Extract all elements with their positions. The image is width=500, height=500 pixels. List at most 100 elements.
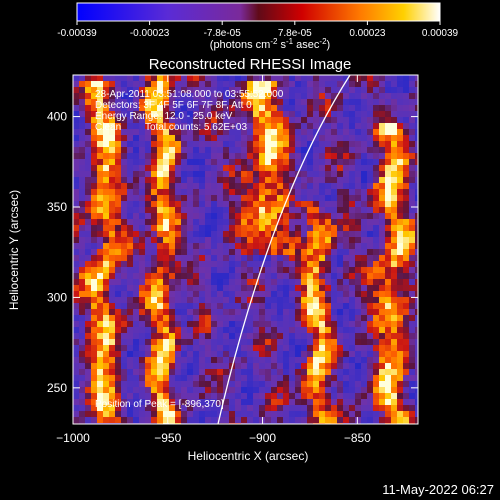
heatmap-cell xyxy=(169,387,176,394)
heatmap-cell xyxy=(415,213,418,220)
heatmap-cell xyxy=(157,219,164,226)
heatmap-cell xyxy=(187,381,194,388)
heatmap-cell xyxy=(121,189,128,196)
heatmap-cell xyxy=(325,123,332,130)
heatmap-cell xyxy=(355,417,362,424)
heatmap-cell xyxy=(139,291,146,298)
heatmap-cell xyxy=(97,159,104,166)
heatmap-cell xyxy=(163,249,170,256)
heatmap-cell xyxy=(397,315,404,322)
heatmap-cell xyxy=(145,213,152,220)
heatmap-cell xyxy=(127,405,134,412)
heatmap-cell xyxy=(367,99,374,106)
heatmap-cell xyxy=(295,417,302,424)
heatmap-cell xyxy=(133,219,140,226)
heatmap-cell xyxy=(313,213,320,220)
heatmap-cell xyxy=(325,411,332,418)
heatmap-cell xyxy=(211,297,218,304)
heatmap-cell xyxy=(271,237,278,244)
heatmap-cell xyxy=(301,351,308,358)
heatmap-cell xyxy=(373,351,380,358)
heatmap-cell xyxy=(205,237,212,244)
heatmap-cell xyxy=(409,381,416,388)
heatmap-cell xyxy=(259,405,266,412)
heatmap-cell xyxy=(217,255,224,262)
heatmap-cell xyxy=(325,171,332,178)
heatmap-cell xyxy=(235,81,242,88)
heatmap-cell xyxy=(145,99,152,106)
heatmap-cell xyxy=(73,231,80,238)
heatmap-cell xyxy=(301,213,308,220)
annotation-counts: Total counts: 5.62E+03 xyxy=(145,122,247,133)
heatmap-cell xyxy=(373,381,380,388)
heatmap-cell xyxy=(247,393,254,400)
heatmap-cell xyxy=(133,267,140,274)
heatmap-cell xyxy=(199,309,206,316)
heatmap-cell xyxy=(397,135,404,142)
heatmap-cell xyxy=(283,177,290,184)
heatmap-cell xyxy=(91,285,98,292)
heatmap-cell xyxy=(379,111,386,118)
heatmap-cell xyxy=(271,279,278,286)
heatmap-cell xyxy=(271,177,278,184)
heatmap-cell xyxy=(415,357,418,364)
heatmap-cell xyxy=(355,267,362,274)
heatmap-cell xyxy=(337,237,344,244)
heatmap-cell xyxy=(187,393,194,400)
heatmap-cell xyxy=(211,177,218,184)
heatmap-cell xyxy=(289,375,296,382)
heatmap-cell xyxy=(397,189,404,196)
heatmap-cell xyxy=(349,297,356,304)
heatmap-cell xyxy=(277,87,284,94)
heatmap-cell xyxy=(109,261,116,268)
heatmap-cell xyxy=(301,357,308,364)
heatmap-cell xyxy=(295,285,302,292)
heatmap-cell xyxy=(361,363,368,370)
heatmap-cell xyxy=(157,315,164,322)
heatmap-cell xyxy=(241,117,248,124)
heatmap-cell xyxy=(127,153,134,160)
heatmap-cell xyxy=(73,255,80,262)
heatmap-cell xyxy=(409,327,416,334)
heatmap-cell xyxy=(97,243,104,250)
heatmap-cell xyxy=(205,147,212,154)
heatmap-cell xyxy=(211,411,218,418)
heatmap-cell xyxy=(295,393,302,400)
heatmap-cell xyxy=(85,231,92,238)
heatmap-cell xyxy=(415,405,418,412)
heatmap-cell xyxy=(277,93,284,100)
heatmap-cell xyxy=(133,195,140,202)
heatmap-cell xyxy=(229,267,236,274)
heatmap-cell xyxy=(73,87,80,94)
heatmap-cell xyxy=(277,111,284,118)
heatmap-cell xyxy=(295,333,302,340)
heatmap-cell xyxy=(331,213,338,220)
heatmap-cell xyxy=(133,111,140,118)
heatmap-cell xyxy=(331,411,338,418)
heatmap-cell xyxy=(283,123,290,130)
heatmap-cell xyxy=(367,381,374,388)
heatmap-cell xyxy=(133,399,140,406)
heatmap-cell xyxy=(313,81,320,88)
heatmap-cell xyxy=(229,405,236,412)
heatmap-cell xyxy=(349,147,356,154)
heatmap-cell xyxy=(103,387,110,394)
heatmap-cell xyxy=(211,153,218,160)
heatmap-cell xyxy=(205,261,212,268)
heatmap-cell xyxy=(361,315,368,322)
heatmap-cell xyxy=(247,291,254,298)
heatmap-cell xyxy=(367,153,374,160)
heatmap-cell xyxy=(139,159,146,166)
heatmap-cell xyxy=(295,345,302,352)
heatmap-cell xyxy=(211,405,218,412)
heatmap-cell xyxy=(169,393,176,400)
heatmap-cell xyxy=(199,417,206,424)
heatmap-cell xyxy=(109,273,116,280)
heatmap-cell xyxy=(199,369,206,376)
heatmap-cell xyxy=(373,207,380,214)
heatmap-cell xyxy=(307,225,314,232)
heatmap-cell xyxy=(259,129,266,136)
heatmap-cell xyxy=(199,201,206,208)
heatmap-cell xyxy=(205,387,212,394)
heatmap-cell xyxy=(355,99,362,106)
